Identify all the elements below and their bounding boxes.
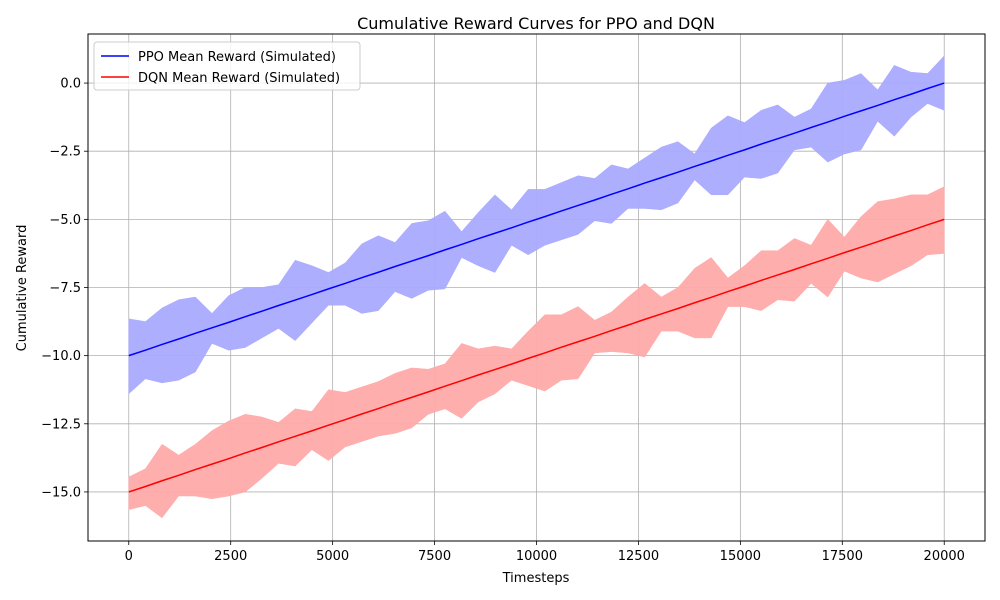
y-axis-title: Cumulative Reward (15, 225, 30, 352)
x-axis-ticks: 0 2500 5000 7500 10000 12500 15000 17500 20000 (125, 541, 965, 564)
dqn-mean-line (128, 218, 945, 493)
y-tick-label: −12.5 (41, 417, 81, 432)
x-tick-label: 20000 (924, 549, 965, 564)
y-tick-label: −15.0 (41, 485, 81, 500)
y-tick-label: −2.5 (49, 145, 81, 160)
y-tick-label: −5.0 (49, 213, 81, 228)
x-tick-label: 0 (125, 549, 133, 564)
ppo-mean-line (128, 82, 945, 357)
y-tick-label: −10.0 (41, 349, 81, 364)
y-axis-ticks: −15.0 −12.5 −10.0 −7.5 −5.0 −2.5 0.0 (41, 77, 88, 500)
ppo-band (128, 55, 945, 395)
y-tick-label: 0.0 (60, 77, 81, 92)
x-tick-label: 5000 (316, 549, 349, 564)
x-tick-label: 7500 (418, 549, 451, 564)
mean-lines (128, 82, 945, 493)
x-tick-label: 10000 (516, 549, 557, 564)
legend-label-dqn: DQN Mean Reward (Simulated) (138, 71, 340, 86)
x-tick-label: 2500 (214, 549, 247, 564)
x-tick-label: 17500 (822, 549, 863, 564)
chart-title: Cumulative Reward Curves for PPO and DQN (357, 14, 715, 33)
x-tick-label: 15000 (720, 549, 761, 564)
dqn-band (128, 186, 945, 519)
legend: PPO Mean Reward (Simulated) DQN Mean Rew… (93, 41, 361, 91)
y-tick-label: −7.5 (49, 281, 81, 296)
confidence-bands (128, 55, 945, 519)
legend-label-ppo: PPO Mean Reward (Simulated) (138, 50, 336, 65)
legend-box (93, 41, 361, 91)
x-axis-title: Timesteps (502, 571, 570, 586)
x-tick-label: 12500 (618, 549, 659, 564)
